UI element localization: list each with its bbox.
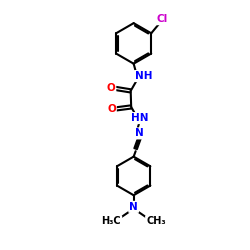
Text: NH: NH xyxy=(135,71,152,81)
Text: N: N xyxy=(136,128,144,138)
Text: O: O xyxy=(107,104,116,114)
Text: N: N xyxy=(129,202,138,212)
Text: H₃C: H₃C xyxy=(102,216,121,226)
Text: O: O xyxy=(106,83,115,93)
Text: CH₃: CH₃ xyxy=(146,216,166,226)
Text: HN: HN xyxy=(131,113,148,123)
Text: Cl: Cl xyxy=(156,14,168,24)
